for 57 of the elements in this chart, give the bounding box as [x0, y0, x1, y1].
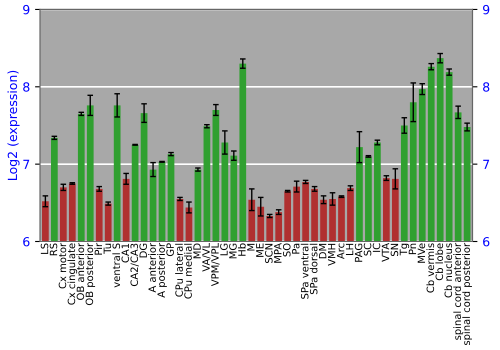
x-tick-label: SO — [282, 243, 291, 256]
x-tick-label: CPu lateral — [175, 244, 183, 297]
x-tick-label: SN — [390, 244, 398, 256]
x-tick-label: VMH — [328, 244, 336, 266]
x-tick-label: SC — [364, 243, 372, 256]
x-tick-label: MVe — [418, 243, 426, 263]
x-tick-label: SCN — [265, 244, 273, 264]
x-tick-label: DG — [139, 244, 147, 258]
x-tick-label: CA1 — [121, 244, 130, 263]
x-tick-label: Cb nucleus — [444, 243, 452, 298]
x-tick-label: MD — [193, 243, 201, 258]
x-tick-label: Pn — [408, 244, 416, 254]
x-tick-label: Hb — [238, 243, 246, 256]
x-tick-label: Cb vermis — [426, 243, 434, 293]
x-tick-label: VA/VL — [202, 242, 211, 272]
y-tick-label: 7 — [23, 160, 30, 169]
x-tick-label: OB anterior — [76, 242, 84, 300]
y2-tick-label: 8 — [483, 82, 490, 92]
x-tick-label: A posterior — [157, 242, 167, 298]
x-tick-label: LH — [346, 244, 354, 255]
y-tick-label: 6 — [23, 236, 30, 246]
x-tick-label: VPM/VPL — [211, 242, 220, 286]
y-axis-title: Log2 (expression) — [7, 70, 20, 180]
x-tick-label: spinal cord anterior — [453, 242, 463, 340]
x-tick-label: LS — [40, 243, 48, 254]
x-tick-label: spinal cord posterior — [462, 242, 472, 346]
y2-tick-label: 7 — [483, 160, 490, 169]
x-tick-label: IC — [372, 243, 380, 252]
x-tick-label: MG — [229, 244, 237, 258]
x-tick-label: CPu medial — [184, 244, 192, 299]
x-tick-label: A anterior — [148, 242, 156, 292]
y2-tick-label: 6 — [483, 236, 490, 246]
x-tick-label: Cx cingulate — [67, 243, 78, 305]
x-tick-label: Cb lobe — [435, 243, 444, 280]
x-tick-label: OB posterior — [85, 242, 96, 306]
x-tick-label: RS — [50, 243, 58, 256]
x-tick-label: ventral S — [112, 243, 120, 288]
x-tick-label: Cx motor — [58, 242, 66, 288]
x-tick-label: ME — [256, 244, 264, 257]
x-tick-label: VTA — [382, 242, 390, 262]
x-tick-label: SPa dorsal — [310, 244, 318, 294]
x-tick-label: MPA — [274, 242, 282, 263]
y-tick-label: 9 — [23, 4, 30, 14]
x-tick-label: CA2/CA3 — [130, 244, 139, 286]
y-tick-label: 8 — [23, 82, 30, 92]
x-tick-label: Arc — [336, 244, 344, 260]
x-tick-label: SPa ventral — [300, 244, 309, 299]
x-tick-label: Tg — [400, 244, 410, 256]
x-tick-label: Pir — [94, 242, 102, 255]
y2-tick-label: 9 — [483, 4, 490, 14]
x-tick-label: GP — [166, 243, 174, 256]
x-tick-label: PAG — [354, 244, 362, 262]
x-tick-label: Tu — [104, 244, 112, 254]
x-tick-label: M — [247, 244, 255, 251]
x-tick-label: LG — [220, 244, 228, 256]
x-tick-label: DM — [319, 244, 326, 258]
x-tick-label: Pa — [292, 244, 300, 254]
